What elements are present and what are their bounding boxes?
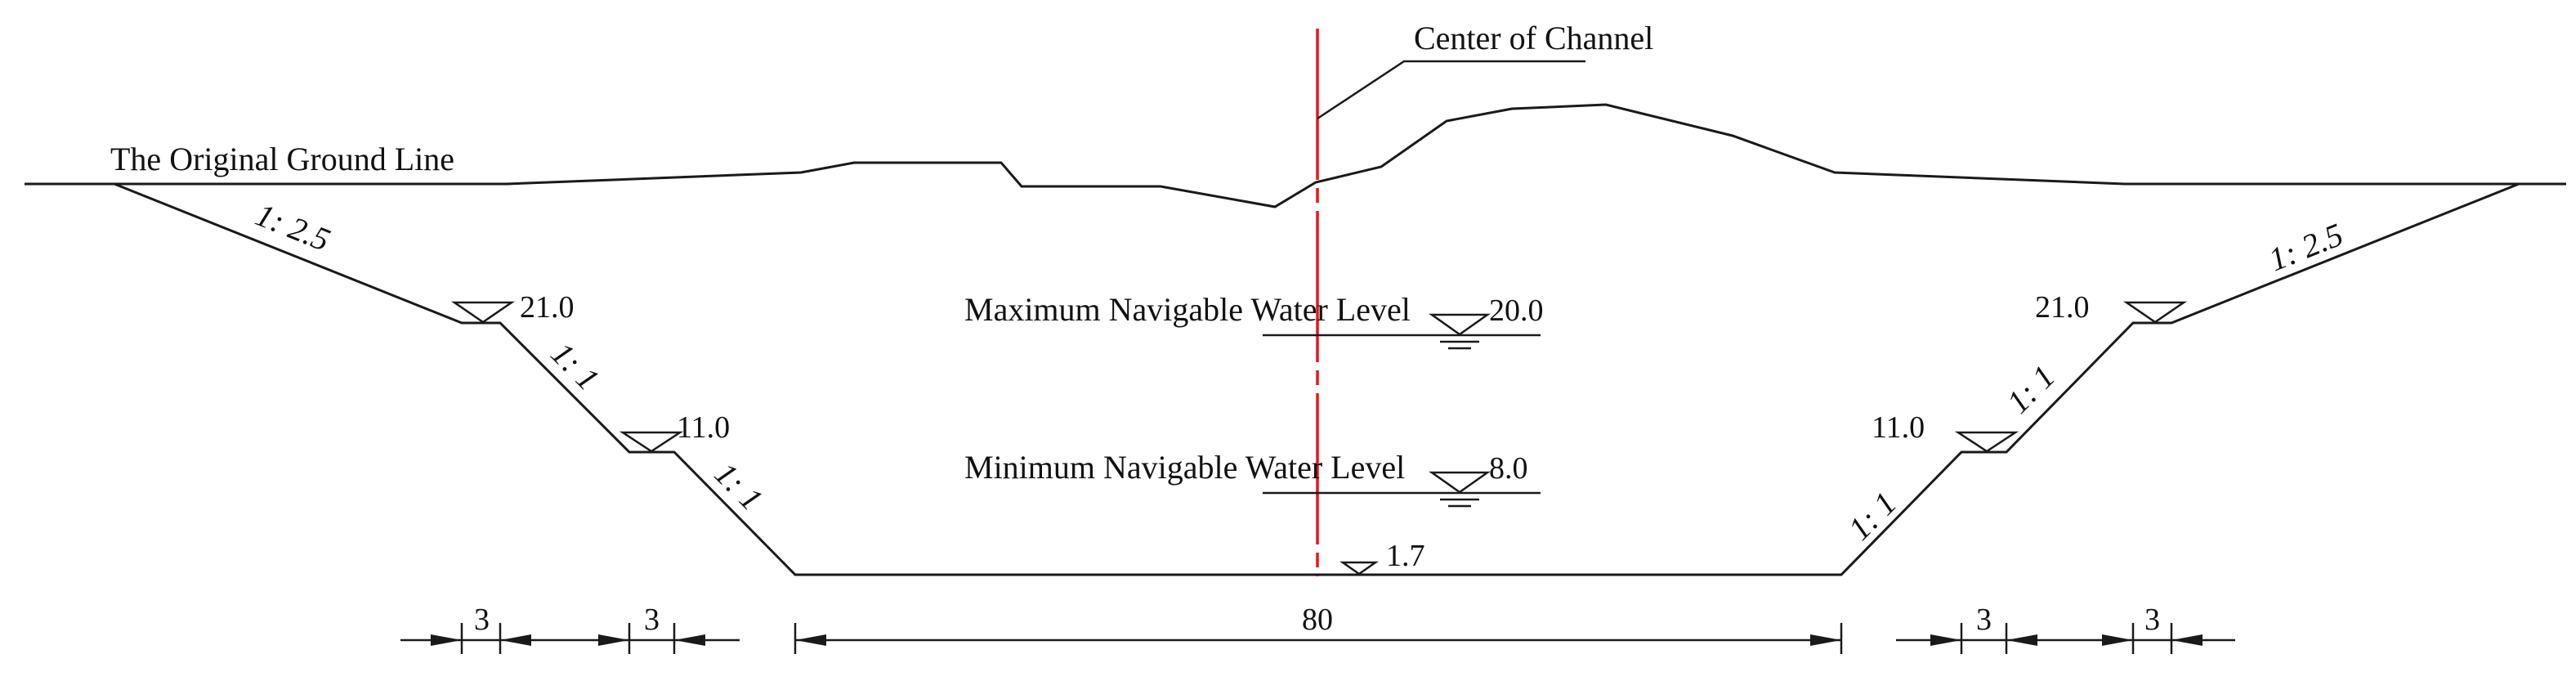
channel-section-outline <box>114 182 2520 576</box>
center-of-channel-label: Center of Channel <box>1414 20 1653 56</box>
left-lower-berm-elevation: 11.0 <box>677 410 730 445</box>
min-water-elevation: 8.0 <box>1489 451 1528 486</box>
left-upper-berm-elevation: 21.0 <box>520 290 575 325</box>
right-berm-1-width: 3 <box>1976 603 1992 637</box>
max-water-elevation: 20.0 <box>1489 293 1544 328</box>
left-berm-1-width: 3 <box>474 603 490 637</box>
original-ground-line <box>25 103 2566 208</box>
right-middle-slope-ratio: 1: 1 <box>2000 358 2063 421</box>
right-upper-berm-elevation: 21.0 <box>2035 290 2090 325</box>
max-water-level-label: Maximum Navigable Water Level <box>964 291 1411 328</box>
center-label-leader <box>1317 60 1585 120</box>
right-lower-berm-elevation: 11.0 <box>1872 410 1925 445</box>
min-water-level-label: Minimum Navigable Water Level <box>964 449 1405 486</box>
left-upper-slope-ratio: 1: 2.5 <box>251 196 335 258</box>
bottom-elevation-marker-icon <box>1339 561 1379 576</box>
bottom-width-dimension <box>794 623 1843 654</box>
right-upper-berm-marker-icon <box>2122 301 2188 324</box>
ground-line-label: The Original Ground Line <box>110 141 454 177</box>
max-water-marker-icon <box>1429 313 1491 336</box>
bottom-width-value: 80 <box>1302 603 1333 637</box>
right-berm-dimensions <box>1896 623 2235 654</box>
right-lower-slope-ratio: 1: 1 <box>1841 485 1904 548</box>
left-upper-berm-marker-icon <box>450 301 516 324</box>
left-berm-dimensions <box>400 623 740 654</box>
left-middle-slope-ratio: 1: 1 <box>544 335 607 398</box>
left-lower-slope-ratio: 1: 1 <box>708 455 771 518</box>
left-lower-berm-marker-icon <box>619 431 684 453</box>
bottom-elevation: 1.7 <box>1386 539 1425 573</box>
right-lower-berm-marker-icon <box>1954 431 2019 453</box>
right-berm-2-width: 3 <box>2144 603 2160 637</box>
min-water-marker-icon <box>1429 471 1491 494</box>
left-berm-2-width: 3 <box>644 603 660 637</box>
